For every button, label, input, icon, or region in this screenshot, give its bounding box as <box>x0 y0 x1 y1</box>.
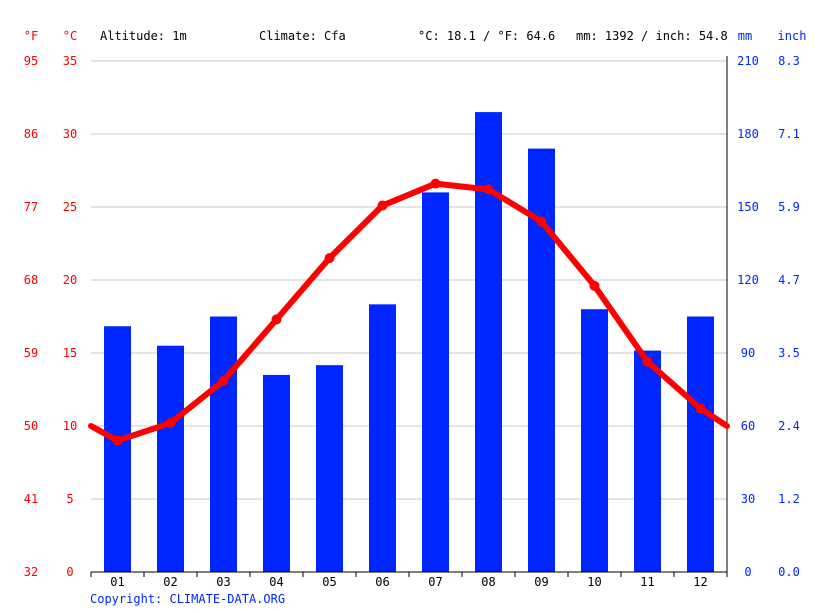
celsius-tick-label: 25 <box>63 200 77 214</box>
total-precipitation-label: mm: 1392 / inch: 54.8 <box>576 29 728 43</box>
fahrenheit-tick-label: 95 <box>24 54 38 68</box>
celsius-tick-label: 0 <box>66 565 73 579</box>
mm-tick-label: 30 <box>741 492 755 506</box>
temperature-point <box>589 280 600 291</box>
average-temperature-label: °C: 18.1 / °F: 64.6 <box>418 29 555 43</box>
fahrenheit-tick-label: 32 <box>24 565 38 579</box>
temperature-point <box>112 435 123 446</box>
month-label: 11 <box>640 575 654 589</box>
inch-tick-label: 4.7 <box>778 273 800 287</box>
temperature-series <box>88 178 730 446</box>
fahrenheit-tick-label: 68 <box>24 273 38 287</box>
temperature-point <box>483 184 494 195</box>
month-label: 09 <box>534 575 548 589</box>
month-label: 07 <box>428 575 442 589</box>
celsius-tick-label: 15 <box>63 346 77 360</box>
x-axis: 01 02 03 04 05 06 07 08 09 10 11 12 <box>90 571 728 589</box>
mm-tick-label: 150 <box>737 200 759 214</box>
temperature-point <box>430 178 441 189</box>
copyright-label: Copyright: CLIMATE-DATA.ORG <box>90 592 285 606</box>
celsius-unit-label: °C <box>63 29 77 43</box>
climate-label: Climate: Cfa <box>259 29 346 43</box>
celsius-tick-label: 10 <box>63 419 77 433</box>
fahrenheit-tick-label: 41 <box>24 492 38 506</box>
inch-unit-label: inch <box>778 29 807 43</box>
celsius-tick-label: 5 <box>66 492 73 506</box>
mm-tick-label: 0 <box>744 565 751 579</box>
temperature-point <box>377 200 388 211</box>
month-label: 12 <box>693 575 707 589</box>
fahrenheit-tick-label: 86 <box>24 127 38 141</box>
inch-tick-label: 1.2 <box>778 492 800 506</box>
precipitation-bar <box>528 148 555 572</box>
mm-tick-label: 60 <box>741 419 755 433</box>
fahrenheit-tick-label: 50 <box>24 419 38 433</box>
precipitation-bar <box>475 112 502 572</box>
temperature-point <box>536 216 547 227</box>
temperature-point <box>271 314 282 325</box>
mm-tick-label: 120 <box>737 273 759 287</box>
inch-tick-label: 7.1 <box>778 127 800 141</box>
month-label: 03 <box>216 575 230 589</box>
month-label: 06 <box>375 575 389 589</box>
temperature-point <box>642 356 653 367</box>
month-label: 08 <box>481 575 495 589</box>
precipitation-bar <box>687 316 714 572</box>
precipitation-bar <box>104 326 131 572</box>
month-label: 04 <box>269 575 283 589</box>
inch-tick-label: 3.5 <box>778 346 800 360</box>
month-label: 05 <box>322 575 336 589</box>
fahrenheit-tick-label: 77 <box>24 200 38 214</box>
month-label: 02 <box>163 575 177 589</box>
precipitation-bar <box>263 374 290 572</box>
mm-tick-label: 180 <box>737 127 759 141</box>
celsius-axis: 35 30 25 20 15 10 5 0 <box>63 54 77 579</box>
temperature-point <box>165 418 176 429</box>
precipitation-bars <box>104 112 714 572</box>
temperature-line <box>88 180 730 444</box>
inch-tick-label: 8.3 <box>778 54 800 68</box>
inch-tick-label: 5.9 <box>778 200 800 214</box>
precipitation-bar <box>581 309 608 572</box>
precipitation-bar <box>422 192 449 572</box>
inch-axis: 8.3 7.1 5.9 4.7 3.5 2.4 1.2 0.0 <box>778 54 800 579</box>
mm-tick-label: 210 <box>737 54 759 68</box>
fahrenheit-axis: 95 86 77 68 59 50 41 32 <box>24 54 38 579</box>
gridlines <box>91 60 727 500</box>
temperature-point <box>695 403 706 414</box>
inch-tick-label: 2.4 <box>778 419 800 433</box>
precipitation-bar <box>369 304 396 572</box>
altitude-label: Altitude: 1m <box>100 29 187 43</box>
fahrenheit-tick-label: 59 <box>24 346 38 360</box>
mm-unit-label: mm <box>738 29 752 43</box>
precipitation-bar <box>157 345 184 572</box>
temperature-point <box>218 375 229 386</box>
celsius-tick-label: 35 <box>63 54 77 68</box>
temperature-point <box>324 253 335 264</box>
celsius-tick-label: 30 <box>63 127 77 141</box>
precipitation-bar <box>210 316 237 572</box>
mm-axis: 210 180 150 120 90 60 30 0 <box>726 54 759 579</box>
month-label: 01 <box>110 575 124 589</box>
mm-tick-label: 90 <box>741 346 755 360</box>
precipitation-bar <box>316 365 343 572</box>
fahrenheit-unit-label: °F <box>24 29 38 43</box>
month-label: 10 <box>587 575 601 589</box>
inch-tick-label: 0.0 <box>778 565 800 579</box>
celsius-tick-label: 20 <box>63 273 77 287</box>
precipitation-bar <box>634 350 661 572</box>
